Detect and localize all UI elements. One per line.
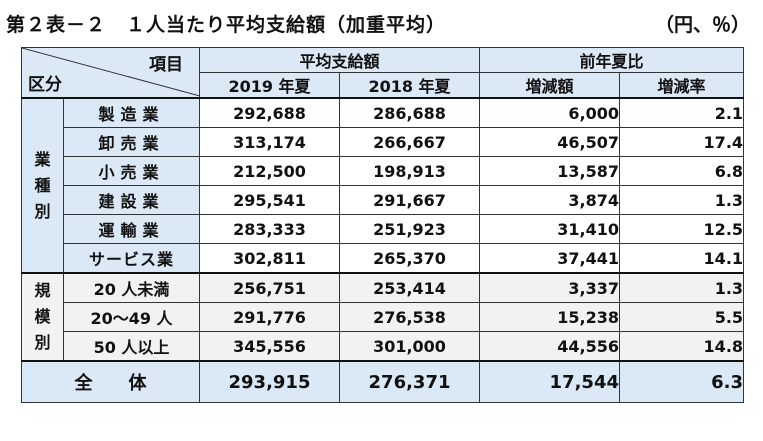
row-label: 建設業 <box>63 185 200 215</box>
header-col-2019: 2019 年夏 <box>199 72 340 99</box>
cell-2019: 295,541 <box>199 185 340 215</box>
row-label: 50 人以上 <box>63 331 200 362</box>
table-title: 第２表－２ １人当たり平均支給額（加重平均） <box>6 14 447 36</box>
header-avg-group: 平均支給額 <box>198 47 481 73</box>
cell-2018: 276,538 <box>338 302 481 332</box>
total-diff: 17,544 <box>479 360 621 403</box>
table-row: サービス業 302,811 265,370 37,441 14.1 <box>22 243 745 274</box>
cell-diff: 13,587 <box>479 156 621 186</box>
total-label: 全 体 <box>21 360 200 403</box>
row-label: 小売業 <box>63 156 200 186</box>
cell-diff: 3,874 <box>479 185 621 215</box>
table-row: 規模別 20 人未満 256,751 253,414 3,337 1.3 <box>21 272 745 362</box>
title-row: 第２表－２ １人当たり平均支給額（加重平均） （円、％） <box>6 10 750 36</box>
group-label-industry: 業種別 <box>21 97 64 274</box>
header-col-rate: 増減率 <box>619 72 745 99</box>
cell-2019: 212,500 <box>199 156 340 186</box>
cell-rate: 14.8 <box>619 331 745 362</box>
cell-2018: 253,414 <box>338 272 481 303</box>
cell-2018: 266,667 <box>338 127 481 157</box>
cell-2019: 345,556 <box>199 331 340 362</box>
cell-diff: 3,337 <box>479 272 621 303</box>
cell-rate: 5.5 <box>619 302 745 332</box>
header-col-2018: 2018 年夏 <box>338 72 481 99</box>
table-row: 20～49 人 291,776 276,538 15,238 5.5 <box>22 302 745 332</box>
total-row: 全 体 293,915 276,371 17,544 6.3 <box>21 360 745 403</box>
cell-2018: 286,688 <box>338 97 481 128</box>
cell-rate: 2.1 <box>619 97 745 128</box>
header-item: 項目 <box>149 55 183 75</box>
table-row: 運輸業 283,333 251,923 31,410 12.5 <box>22 214 745 244</box>
cell-rate: 6.8 <box>619 156 745 186</box>
cell-2018: 291,667 <box>338 185 481 215</box>
cell-2018: 265,370 <box>338 243 481 274</box>
cell-rate: 1.3 <box>619 185 745 215</box>
cell-2019: 313,174 <box>199 127 340 157</box>
cell-diff: 46,507 <box>479 127 621 157</box>
cell-diff: 37,441 <box>479 243 621 274</box>
cell-rate: 17.4 <box>619 127 745 157</box>
total-2019: 293,915 <box>199 360 340 403</box>
header-category: 区分 <box>28 75 62 95</box>
table-row: 卸売業 313,174 266,667 46,507 17.4 <box>22 127 745 157</box>
header-ratio-group: 前年夏比 <box>479 47 745 73</box>
cell-rate: 14.1 <box>619 243 745 274</box>
corner-diagonal <box>22 48 200 96</box>
cell-rate: 1.3 <box>619 272 745 303</box>
row-label: 製造業 <box>63 97 200 128</box>
table-row: 小売業 212,500 198,913 13,587 6.8 <box>22 156 745 186</box>
row-label: 運輸業 <box>63 214 200 244</box>
bonus-table: 項目 区分 平均支給額 前年夏比 2019 年夏 2018 年夏 増減額 増減率… <box>21 47 745 403</box>
row-label: 20～49 人 <box>63 302 200 332</box>
row-label: サービス業 <box>63 243 200 274</box>
cell-2019: 283,333 <box>199 214 340 244</box>
cell-diff: 44,556 <box>479 331 621 362</box>
cell-diff: 31,410 <box>479 214 621 244</box>
cell-2019: 302,811 <box>199 243 340 274</box>
header-corner: 項目 区分 <box>21 47 200 99</box>
cell-2018: 198,913 <box>338 156 481 186</box>
table-row: 業種別 製造業 292,688 286,688 6,000 2.1 <box>21 97 745 274</box>
cell-2019: 291,776 <box>199 302 340 332</box>
cell-diff: 15,238 <box>479 302 621 332</box>
row-label: 20 人未満 <box>63 272 200 303</box>
table-row: 建設業 295,541 291,667 3,874 1.3 <box>22 185 745 215</box>
cell-2019: 292,688 <box>199 97 340 128</box>
total-2018: 276,371 <box>338 360 481 403</box>
table-row: 50 人以上 345,556 301,000 44,556 14.8 <box>22 331 745 362</box>
cell-2019: 256,751 <box>199 272 340 303</box>
row-label: 卸売業 <box>63 127 200 157</box>
unit-label: （円、％） <box>654 14 750 36</box>
cell-rate: 12.5 <box>619 214 745 244</box>
cell-2018: 251,923 <box>338 214 481 244</box>
cell-2018: 301,000 <box>338 331 481 362</box>
cell-diff: 6,000 <box>479 97 621 128</box>
total-rate: 6.3 <box>619 360 745 403</box>
group-label-scale: 規模別 <box>21 272 64 362</box>
header-col-diff: 増減額 <box>479 72 621 99</box>
